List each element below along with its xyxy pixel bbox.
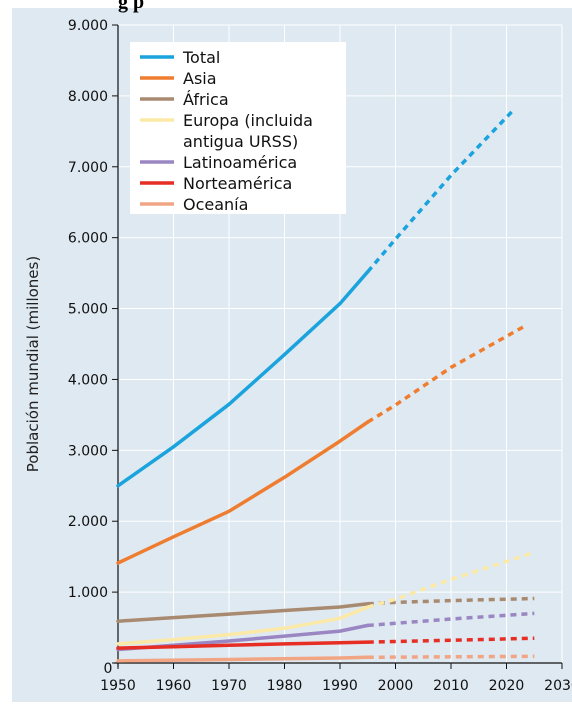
series-line-ocean-a bbox=[116, 655, 370, 663]
series-line-total bbox=[116, 269, 370, 488]
legend-label: Latinoamérica bbox=[183, 153, 297, 172]
y-tick-label: 9.000 bbox=[68, 18, 108, 34]
x-tick-label: 2000 bbox=[378, 678, 414, 694]
y-tick-label: 4.000 bbox=[68, 372, 108, 388]
y-tick-label: 7.000 bbox=[68, 160, 108, 176]
y-axis-title: Población mundial (millones) bbox=[24, 256, 42, 472]
y-tick-label: 2.000 bbox=[68, 514, 108, 530]
cropped-heading: g p bbox=[118, 0, 145, 13]
legend-label: Norteamérica bbox=[183, 174, 292, 193]
x-tick-label: 1950 bbox=[100, 678, 136, 694]
series-line-asia bbox=[116, 420, 370, 565]
series-projection-asia bbox=[366, 325, 524, 424]
x-tick-label: 1960 bbox=[156, 678, 192, 694]
x-tick-label: 2030 bbox=[544, 678, 572, 694]
y-tick-label: 6.000 bbox=[68, 231, 108, 247]
series-projection-ocean-a bbox=[367, 654, 535, 660]
series-line-frica bbox=[116, 602, 370, 623]
legend-box bbox=[130, 42, 346, 214]
x-tick-label: 1990 bbox=[322, 678, 358, 694]
legend-label: Oceanía bbox=[183, 195, 248, 214]
legend-label: África bbox=[183, 90, 229, 109]
series-line-europa-incluida-antigua-urss bbox=[116, 605, 370, 646]
y-tick-label: 1.000 bbox=[68, 585, 108, 601]
legend-label: Europa (incluida bbox=[183, 111, 313, 130]
y-tick-label: 3.000 bbox=[68, 443, 108, 459]
y-tick-label: 0 bbox=[104, 661, 113, 677]
y-tick-label: 5.000 bbox=[68, 302, 108, 318]
legend-label: antigua URSS) bbox=[183, 132, 298, 151]
x-tick-label: 2010 bbox=[433, 678, 469, 694]
x-tick-label: 1980 bbox=[267, 678, 303, 694]
y-tick-label: 8.000 bbox=[68, 89, 108, 105]
legend-label: Asia bbox=[183, 69, 217, 88]
series-projection-latinoam-rica bbox=[367, 611, 535, 628]
x-tick-label: 1970 bbox=[211, 678, 247, 694]
series-projection-norteam-rica bbox=[367, 636, 535, 644]
series-line-norteam-rica bbox=[116, 640, 370, 650]
legend-label: Total bbox=[182, 48, 220, 67]
x-tick-label: 2020 bbox=[489, 678, 525, 694]
series-projection-europa-incluida-antigua-urss bbox=[367, 550, 535, 609]
